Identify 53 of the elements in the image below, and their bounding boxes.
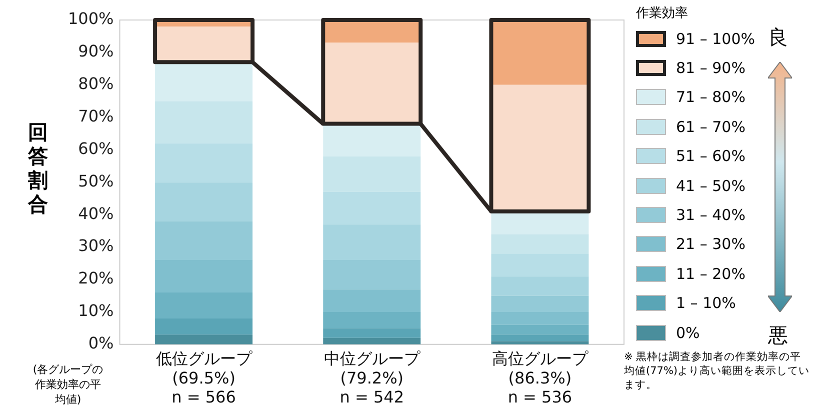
y-tick-label: 10% (78, 301, 114, 320)
legend-label: 91 – 100% (676, 30, 756, 48)
y-tick-label: 50% (78, 171, 114, 190)
x-tick-label: 中位グループ (79.2%) n = 542 (324, 349, 421, 407)
text: 良 (768, 24, 788, 51)
legend-label: 71 – 80% (676, 88, 746, 106)
y-tick-label: 90% (78, 42, 114, 61)
text: ※ 黒枠は調査参加者の作業効率の平均値(77%)より高い範囲を表示しています。 (624, 350, 811, 392)
bar (491, 334, 589, 342)
bar (323, 224, 421, 260)
legend-label: 61 – 70% (676, 118, 746, 136)
bar (491, 234, 589, 254)
legend-label: 41 – 50% (676, 176, 746, 195)
x-tick-label: 高位グループ (86.3%) n = 536 (492, 349, 589, 407)
bar (155, 260, 253, 292)
legend-label: 1 – 10% (676, 294, 736, 312)
bar (155, 334, 253, 344)
bar (323, 289, 421, 312)
legend-title: 作業効率 (636, 5, 689, 22)
bar (491, 211, 589, 234)
bar (491, 324, 589, 335)
bar (323, 338, 421, 344)
legend-label: 0% (676, 324, 700, 342)
bar (491, 312, 589, 325)
y-tick-label: 30% (78, 236, 114, 256)
legend-label: 11 – 20% (676, 264, 746, 283)
bar (155, 182, 253, 222)
bar (491, 341, 589, 344)
bar (491, 276, 589, 296)
bar (491, 254, 589, 276)
y-tick-label: 100% (68, 9, 114, 28)
text: 悪 (768, 322, 788, 349)
legend-label: 31 – 40% (676, 206, 746, 224)
legend-label: 51 – 60% (676, 147, 746, 166)
bar (155, 292, 253, 318)
y-tick-label: 20% (78, 268, 114, 288)
bar (155, 221, 253, 260)
bar (323, 312, 421, 328)
y-tick-label: 70% (78, 106, 114, 126)
bar (155, 318, 253, 335)
bar (323, 328, 421, 338)
y-axis-title: 回答割合 (26, 120, 49, 216)
bar (491, 296, 589, 312)
y-tick-label: 80% (78, 74, 114, 94)
y-tick-label: 60% (78, 138, 114, 158)
legend-label: 21 – 30% (676, 235, 746, 254)
bar (155, 143, 253, 182)
y-tick-label: 40% (78, 204, 114, 223)
x-tick-label: 低位グループ (69.5%) n = 566 (156, 349, 253, 407)
text: (各グループの作業効率の平均値) (32, 362, 104, 407)
legend-label: 81 – 90% (676, 59, 746, 78)
y-tick-label: 0% (88, 334, 114, 353)
bar (323, 260, 421, 290)
